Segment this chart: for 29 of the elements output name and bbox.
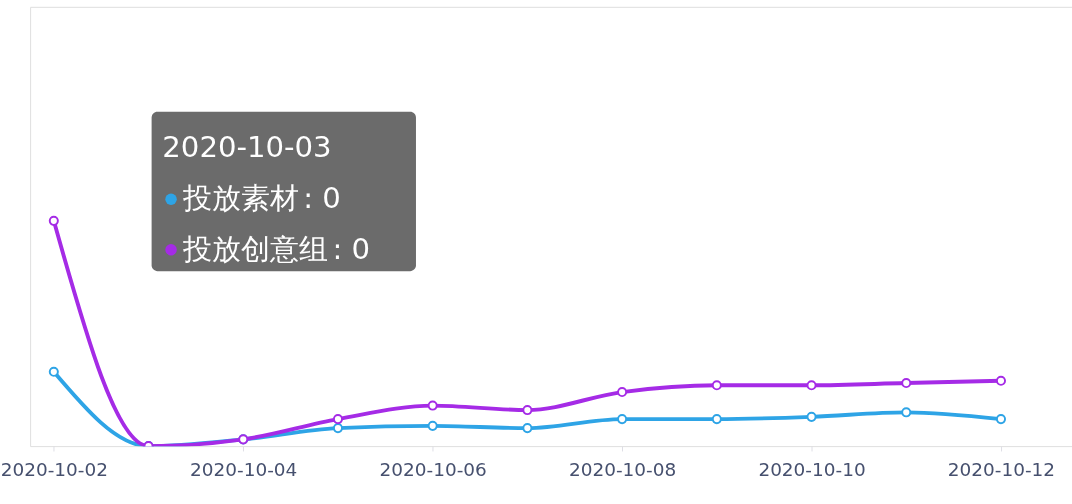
x-tick-label: 2020-10-02 — [0, 458, 108, 480]
x-tick-label: 2020-10-08 — [568, 458, 677, 480]
point — [711, 414, 722, 425]
point — [901, 378, 912, 389]
point — [48, 366, 59, 377]
point — [522, 423, 533, 434]
point — [617, 387, 628, 398]
point — [427, 420, 438, 431]
x-tick-label: 2020-10-12 — [947, 458, 1056, 480]
point — [332, 423, 343, 434]
point — [332, 414, 343, 425]
point — [617, 414, 628, 425]
x-tick-label: 2020-10-10 — [758, 458, 866, 480]
text: : 0 — [303, 181, 341, 216]
point — [806, 380, 817, 391]
point — [995, 375, 1006, 386]
annotation: : 0 — [332, 231, 371, 266]
point — [48, 215, 59, 226]
text: 2020-10-03 — [162, 130, 332, 165]
legend-label: 投放素材 — [181, 181, 299, 216]
legend-label: 投放创意组 — [181, 231, 328, 266]
point — [995, 414, 1006, 425]
x-tick-label: 2020-10-06 — [379, 458, 487, 480]
point — [427, 400, 438, 411]
point — [522, 405, 533, 416]
x-tick-label: 2020-10-04 — [190, 458, 298, 480]
point — [711, 380, 722, 391]
point — [806, 411, 817, 422]
point — [901, 407, 912, 418]
